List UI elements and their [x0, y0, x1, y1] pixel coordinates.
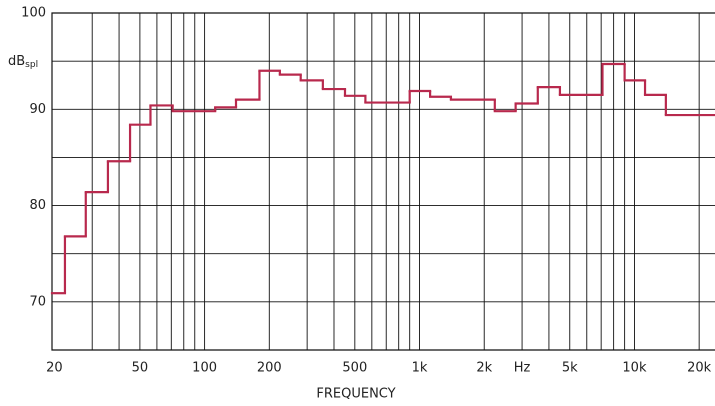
x-tick-label: 50 — [132, 361, 149, 376]
x-tick-label: 500 — [342, 361, 367, 376]
y-axis-label-main: dB — [8, 54, 25, 69]
y-axis-label: dBspl — [8, 54, 38, 70]
plot-frame — [51, 12, 715, 351]
y-tick-label: 80 — [29, 198, 46, 213]
x-axis-label: FREQUENCY — [316, 387, 395, 402]
x-tick-label: 1k — [412, 361, 428, 376]
x-tick-label: 2k — [476, 361, 492, 376]
x-tick-label: Hz — [514, 361, 531, 376]
y-tick-label: 70 — [29, 294, 46, 309]
y-tick-label: 90 — [29, 102, 46, 117]
x-tick-label: 10k — [622, 361, 647, 376]
x-tick-label: 100 — [192, 361, 217, 376]
x-tick-label: 200 — [257, 361, 282, 376]
x-tick-label: 20k — [687, 361, 712, 376]
x-tick-label: 20 — [46, 361, 63, 376]
y-axis-label-subscript: spl — [25, 60, 38, 70]
x-tick-label: 5k — [562, 361, 578, 376]
y-tick-label: 100 — [21, 6, 46, 21]
